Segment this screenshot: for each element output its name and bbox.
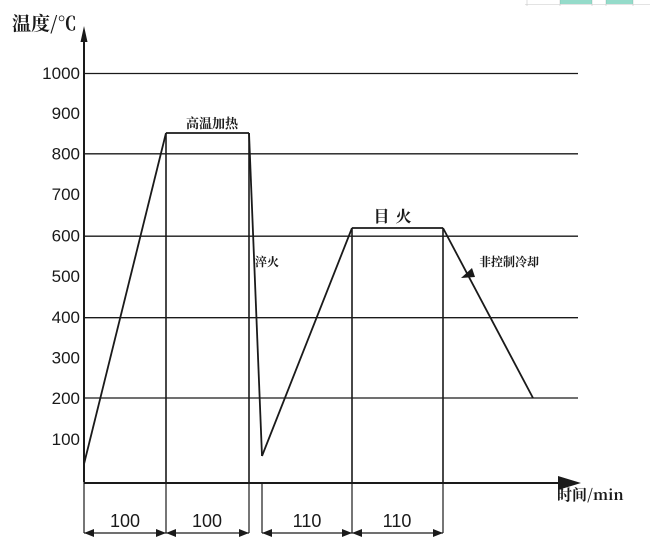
svg-text:100: 100 (110, 511, 140, 531)
svg-text:700: 700 (52, 185, 80, 204)
svg-text:110: 110 (383, 511, 412, 531)
svg-text:600: 600 (52, 227, 80, 246)
svg-text:非控制冷却: 非控制冷却 (479, 253, 539, 270)
svg-text:200: 200 (52, 389, 80, 408)
svg-text:500: 500 (52, 267, 80, 286)
svg-text:1000: 1000 (42, 64, 80, 83)
svg-text:400: 400 (52, 308, 80, 327)
svg-text:300: 300 (52, 349, 80, 368)
svg-text:900: 900 (52, 104, 80, 123)
svg-text:淬火: 淬火 (255, 253, 279, 270)
svg-text:100: 100 (192, 511, 222, 531)
svg-text:100: 100 (52, 430, 80, 449)
svg-text:时间/min: 时间/min (557, 484, 624, 505)
svg-text:110: 110 (293, 511, 322, 531)
svg-text:800: 800 (52, 145, 80, 164)
svg-text:高温加热: 高温加热 (186, 113, 239, 132)
svg-text:目 火: 目 火 (373, 204, 412, 227)
svg-text:温度/℃: 温度/℃ (12, 9, 77, 36)
